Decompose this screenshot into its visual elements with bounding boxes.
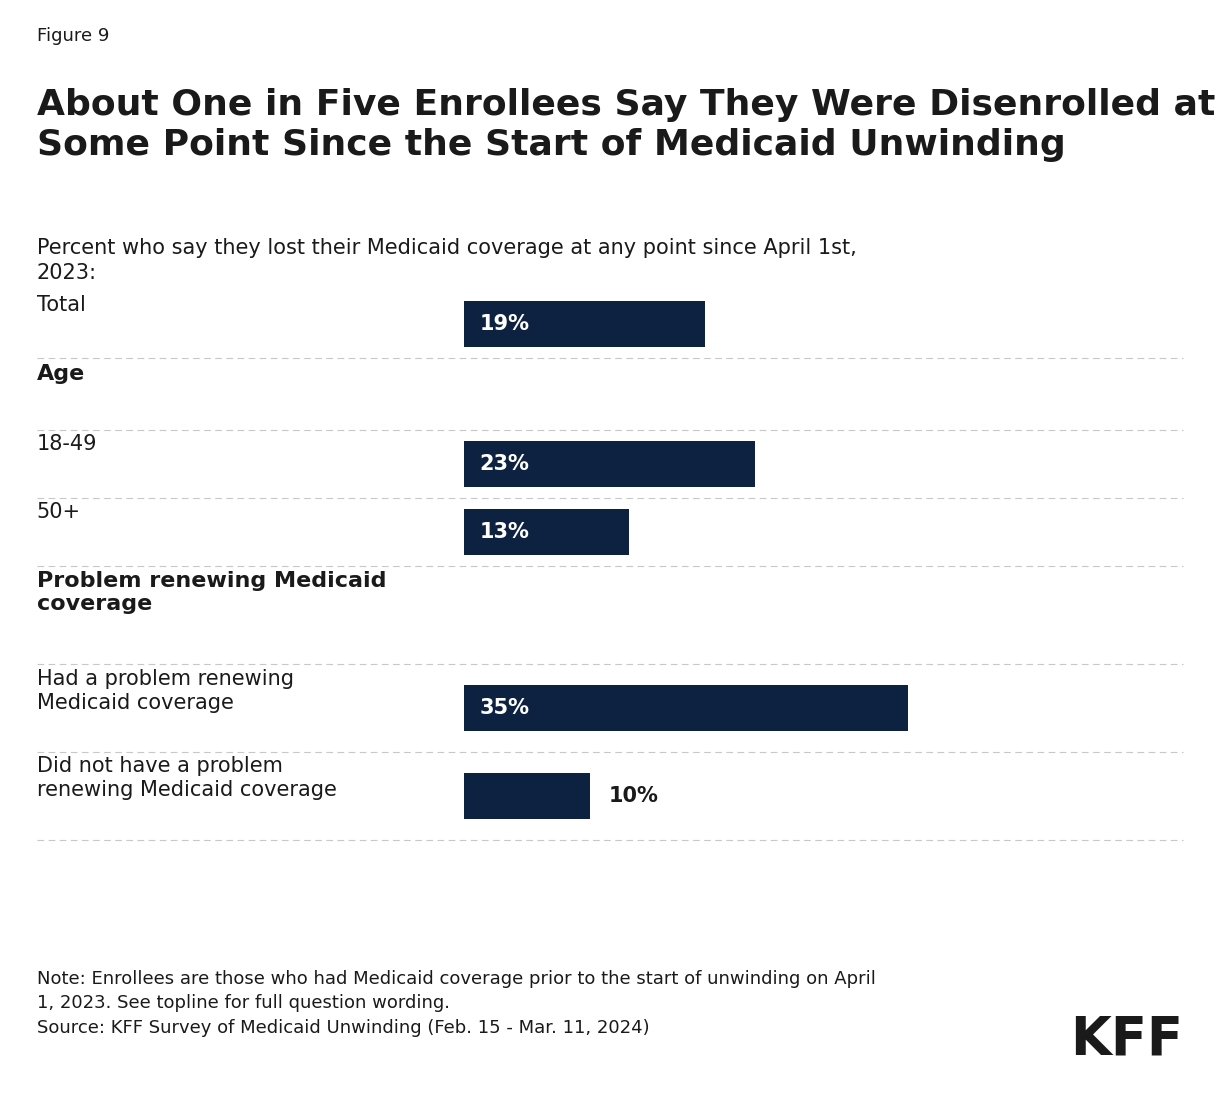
Text: Age: Age xyxy=(37,364,85,384)
FancyBboxPatch shape xyxy=(464,441,755,487)
Text: 23%: 23% xyxy=(479,454,529,473)
FancyBboxPatch shape xyxy=(464,685,908,731)
Text: Problem renewing Medicaid
coverage: Problem renewing Medicaid coverage xyxy=(37,571,386,614)
Text: 35%: 35% xyxy=(479,698,529,718)
Text: Percent who say they lost their Medicaid coverage at any point since April 1st,
: Percent who say they lost their Medicaid… xyxy=(37,238,856,283)
FancyBboxPatch shape xyxy=(464,301,705,347)
Text: About One in Five Enrollees Say They Were Disenrolled at
Some Point Since the St: About One in Five Enrollees Say They Wer… xyxy=(37,88,1215,162)
Text: 13%: 13% xyxy=(479,522,529,541)
Text: Did not have a problem
renewing Medicaid coverage: Did not have a problem renewing Medicaid… xyxy=(37,756,337,800)
FancyBboxPatch shape xyxy=(464,773,590,819)
FancyBboxPatch shape xyxy=(464,509,628,555)
Text: 50+: 50+ xyxy=(37,502,81,522)
Text: 10%: 10% xyxy=(609,786,659,806)
Text: Had a problem renewing
Medicaid coverage: Had a problem renewing Medicaid coverage xyxy=(37,669,294,712)
Text: Total: Total xyxy=(37,295,85,315)
Text: 19%: 19% xyxy=(479,315,529,334)
Text: Figure 9: Figure 9 xyxy=(37,27,109,45)
Text: KFF: KFF xyxy=(1070,1014,1183,1065)
Text: Note: Enrollees are those who had Medicaid coverage prior to the start of unwind: Note: Enrollees are those who had Medica… xyxy=(37,970,876,1037)
Text: 18-49: 18-49 xyxy=(37,434,98,454)
